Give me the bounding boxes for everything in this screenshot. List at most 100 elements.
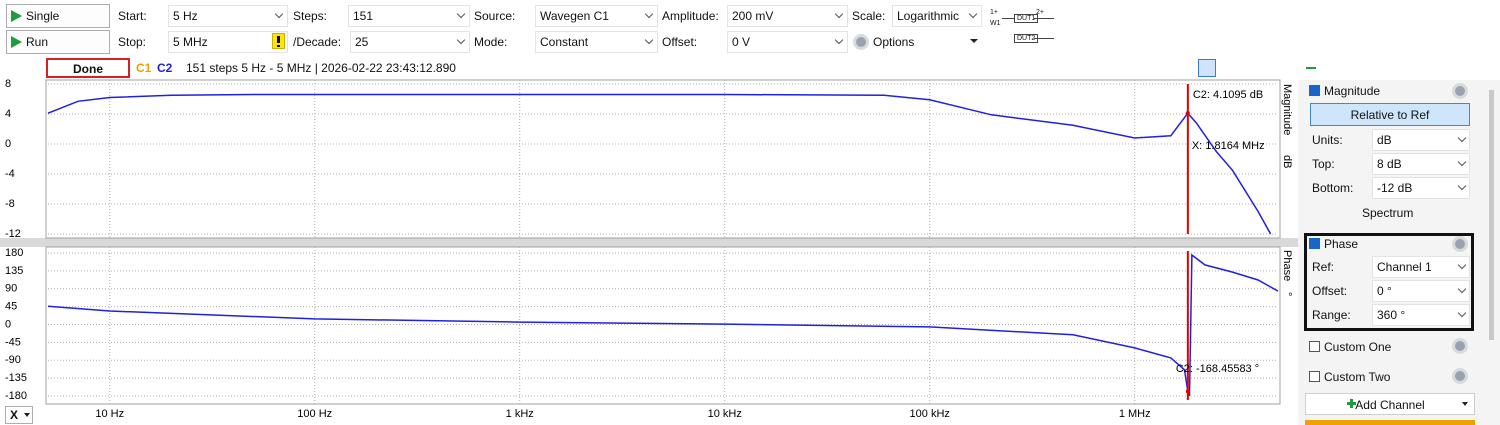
y-tick-label: -45 <box>5 336 21 348</box>
y-tick-label: 4 <box>5 108 11 120</box>
panel-field-input[interactable]: Channel 1 <box>1372 256 1470 278</box>
custom-label: Custom One <box>1324 340 1392 354</box>
checkbox[interactable] <box>1309 371 1320 382</box>
warning-dot <box>277 45 280 47</box>
options-gear <box>853 34 869 50</box>
field-input[interactable]: Logarithmic <box>892 5 982 27</box>
custom-label: Custom Two <box>1324 370 1391 384</box>
field-input[interactable]: 25 <box>350 31 470 53</box>
series-line <box>47 253 1279 397</box>
y-axis-title: Phase <box>1281 250 1293 281</box>
y-tick-label: 90 <box>5 283 17 295</box>
tool-icon[interactable] <box>1226 59 1244 77</box>
magnitude-label: Magnitude <box>1324 84 1381 98</box>
diagram-wire <box>1034 38 1054 39</box>
x-axis-button[interactable]: X <box>5 406 33 424</box>
panel-field-label: Bottom: <box>1312 181 1354 195</box>
diagram-label: W1 <box>990 20 1001 27</box>
y-tick-label: 0 <box>5 318 11 330</box>
status-state: Done <box>46 58 130 78</box>
x-tick-label: 100 Hz <box>297 408 332 420</box>
cursor-y-label: C2: -168.45583 ° <box>1176 363 1259 375</box>
checkbox[interactable] <box>1309 341 1320 352</box>
gear-icon[interactable] <box>1452 368 1468 384</box>
field-input[interactable]: 5 Hz <box>168 5 288 27</box>
panel-field-input[interactable]: -12 dB <box>1372 177 1470 199</box>
plots: 8 4 0 -4 -8 -12 C2: 4.1095 dB X: 1.8164 MHz Magn… <box>0 78 1300 420</box>
plus-icon <box>1350 399 1353 408</box>
panel-field-label: Ref: <box>1312 260 1335 274</box>
field-input[interactable]: 0 V <box>727 31 848 53</box>
series-line <box>47 93 1272 235</box>
cursor-marker <box>1185 111 1190 116</box>
single-button[interactable] <box>6 4 110 28</box>
x-tick-label: 100 kHz <box>910 408 950 420</box>
spectrum-label[interactable]: Spectrum <box>1362 206 1414 220</box>
y-axis-title: Magnitude <box>1281 84 1293 135</box>
y-tick-label: -180 <box>5 390 27 402</box>
y-tick-label: -90 <box>5 354 21 366</box>
panel-field-label: Offset: <box>1312 284 1348 298</box>
play-icon <box>11 10 22 22</box>
cursor-x-label: X: 1.8164 MHz <box>1192 140 1265 152</box>
y-tick-label: 135 <box>5 265 23 277</box>
field-input[interactable]: Wavegen C1 <box>535 5 658 27</box>
cursor-marker <box>1185 389 1190 394</box>
field-label: Mode: <box>474 35 508 49</box>
field-label: Stop: <box>118 35 147 49</box>
field-input[interactable]: Constant <box>535 31 658 53</box>
relative-button[interactable]: Relative to Ref <box>1310 103 1470 126</box>
field-label: /Decade: <box>293 35 342 49</box>
y-axis-unit: dB <box>1281 155 1293 168</box>
x-axis-arrow <box>24 413 30 417</box>
gear-icon[interactable] <box>1452 83 1468 99</box>
panel-field-input[interactable]: 360 ° <box>1372 304 1470 326</box>
arrow-icon <box>1306 67 1316 69</box>
x-tick-label: 10 kHz <box>708 408 742 420</box>
panel-field-label: Units: <box>1312 133 1343 147</box>
play-icon <box>11 36 22 48</box>
field-label: Start: <box>118 9 147 23</box>
y-axis-unit: ° <box>1281 292 1293 296</box>
run-label: Run <box>26 35 49 49</box>
tool-icon[interactable] <box>1172 59 1190 77</box>
checkbox[interactable] <box>1309 238 1320 249</box>
field-label: Steps: <box>293 9 328 23</box>
phase-label: Phase <box>1324 237 1359 251</box>
phase-box <box>1304 233 1474 331</box>
field-input[interactable]: 200 mV <box>727 5 848 27</box>
scrollbar <box>1489 90 1494 340</box>
y-tick-label: -12 <box>5 228 21 240</box>
gear-icon[interactable] <box>1452 338 1468 354</box>
x-tick-label: 1 kHz <box>506 408 534 420</box>
panel-field-input[interactable]: 0 ° <box>1372 280 1470 302</box>
orange-strip <box>1305 420 1475 425</box>
y-tick-label: 8 <box>5 78 11 90</box>
diagram-wire <box>1002 18 1014 19</box>
options-arrow <box>970 39 978 43</box>
status-info: 151 steps 5 Hz - 5 MHz | 2026-02-22 23:4… <box>186 61 456 75</box>
panel-field-label: Top: <box>1312 157 1335 171</box>
gear-icon[interactable] <box>1452 236 1468 252</box>
tool-icon[interactable] <box>1280 59 1298 77</box>
panel-field-input[interactable]: 8 dB <box>1372 153 1470 175</box>
field-label: Offset: <box>662 35 698 49</box>
diagram-label: 1+ <box>990 9 998 16</box>
y-tick-label: -8 <box>5 198 15 210</box>
panel-field-input[interactable]: dB <box>1372 129 1470 151</box>
field-label: Amplitude: <box>662 9 719 23</box>
tool-icon[interactable] <box>1198 59 1216 77</box>
tool-icon[interactable] <box>1254 59 1272 77</box>
field-input[interactable]: 151 <box>348 5 470 27</box>
warning-bar <box>277 36 280 43</box>
x-tick-label: 1 MHz <box>1119 408 1151 420</box>
options-button[interactable]: Options <box>873 35 915 49</box>
panel-field-label: Range: <box>1312 308 1351 322</box>
field-label: Scale: <box>852 9 886 23</box>
checkbox[interactable] <box>1309 85 1320 96</box>
diagram-label: 2+ <box>1036 9 1044 16</box>
run-button[interactable] <box>6 30 110 54</box>
y-tick-label: 180 <box>5 247 23 259</box>
add-channel-button[interactable]: Add Channel <box>1305 393 1475 415</box>
field-input[interactable]: 5 MHz <box>168 31 288 53</box>
